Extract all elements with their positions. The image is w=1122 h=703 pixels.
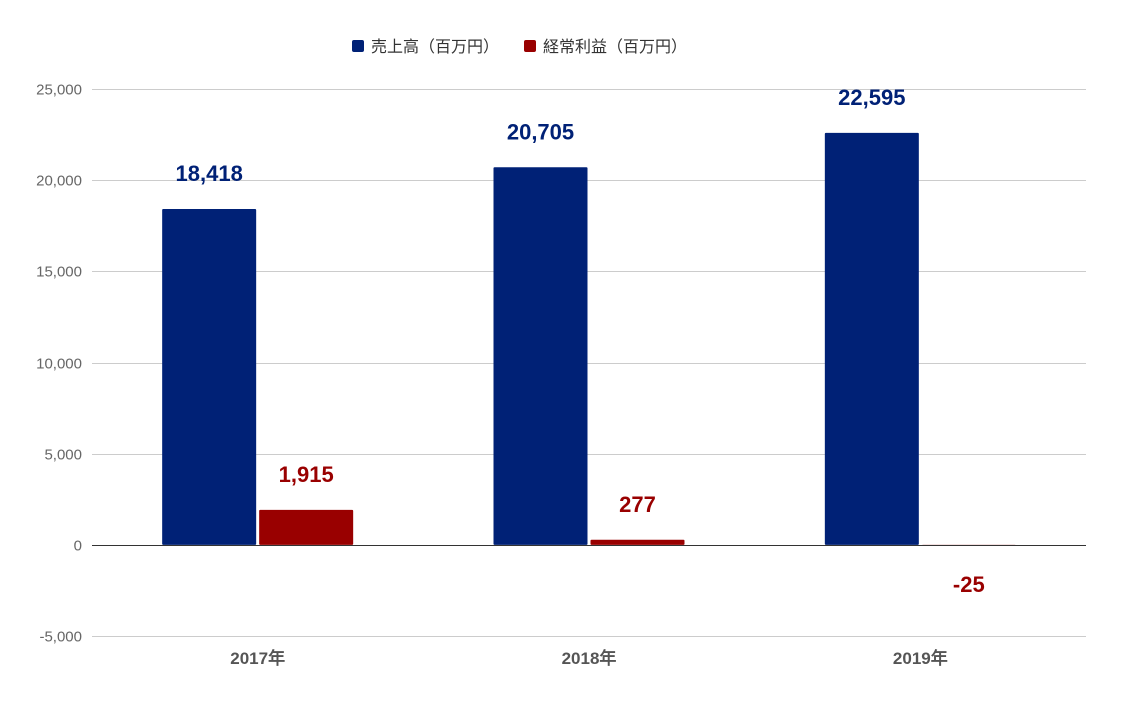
data-labels: 18,418 1,915 20,705 277 22,595 -25 [176, 85, 985, 597]
y-axis-tick-labels: 25,000 20,000 15,000 10,000 5,000 0 -5,000 [36, 82, 82, 646]
gridlines [92, 89, 1086, 637]
x-axis-tick-labels: 2017年 2018年 2019年 [230, 648, 947, 668]
data-label: 20,705 [507, 119, 574, 144]
legend-swatch [524, 40, 536, 52]
data-label: -25 [953, 572, 985, 597]
y-tick-label: -5,000 [39, 629, 82, 646]
bar [590, 539, 685, 545]
legend-label: 売上高（百万円） [371, 37, 499, 56]
bars [162, 132, 1016, 546]
y-tick-label: 5,000 [44, 447, 82, 464]
bar [493, 167, 588, 545]
bar [824, 132, 919, 545]
legend-swatch [352, 40, 364, 52]
data-label: 277 [619, 492, 656, 517]
y-tick-label: 10,000 [36, 356, 82, 373]
legend: 売上高（百万円） 経常利益（百万円） [352, 37, 687, 56]
x-tick-label: 2019年 [893, 648, 948, 668]
data-label: 18,418 [176, 161, 243, 186]
y-tick-label: 0 [74, 538, 82, 555]
bar [259, 509, 354, 545]
y-tick-label: 20,000 [36, 173, 82, 190]
y-tick-label: 25,000 [36, 82, 82, 99]
data-label: 22,595 [838, 85, 905, 110]
bar [162, 209, 257, 545]
x-tick-label: 2017年 [230, 648, 285, 668]
y-tick-label: 15,000 [36, 264, 82, 281]
legend-label: 経常利益（百万円） [543, 37, 687, 56]
data-label: 1,915 [279, 462, 334, 487]
x-tick-label: 2018年 [562, 648, 617, 668]
